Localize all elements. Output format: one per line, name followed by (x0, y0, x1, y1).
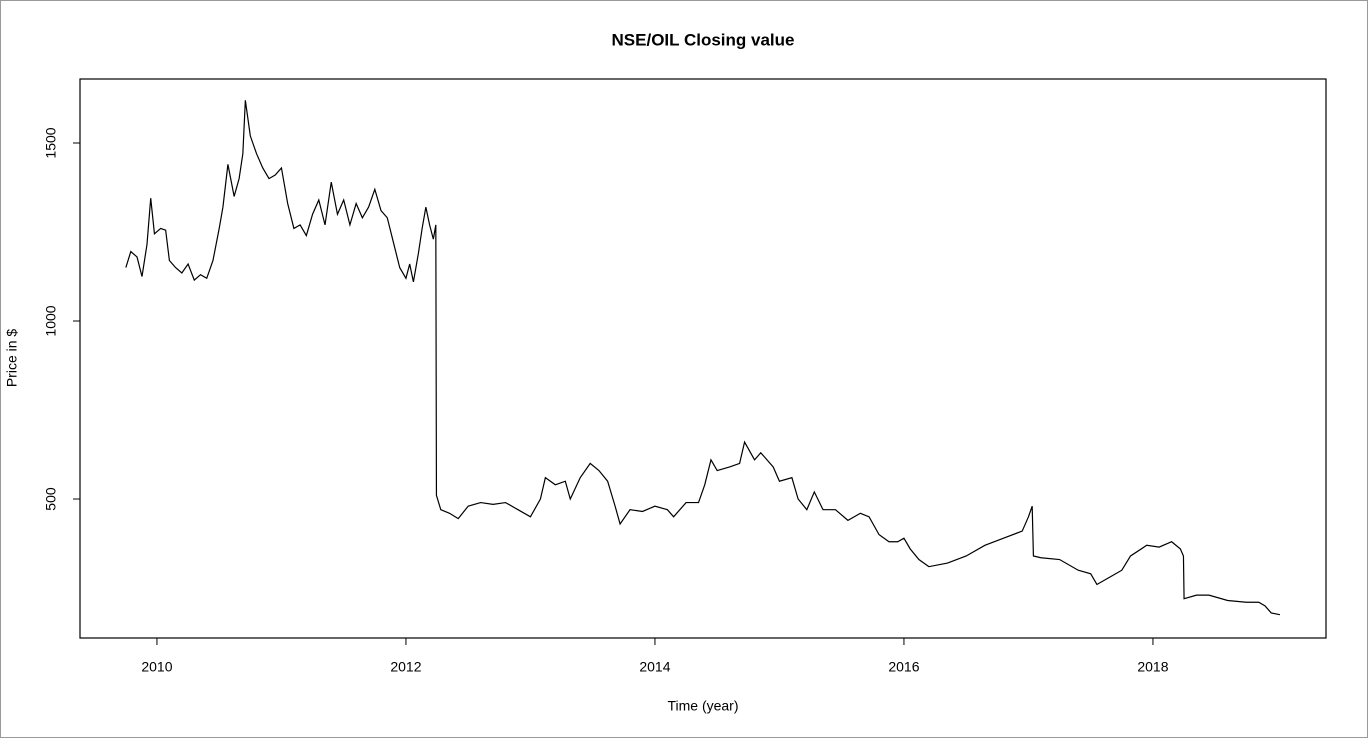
y-tick-label: 500 (43, 487, 59, 511)
x-axis-label: Time (year) (667, 698, 738, 714)
x-tick-label: 2016 (888, 659, 919, 675)
y-axis-label: Price in $ (4, 329, 20, 388)
chart-title: NSE/OIL Closing value (612, 30, 795, 49)
x-tick-label: 2012 (390, 659, 421, 675)
x-tick-label: 2018 (1137, 659, 1168, 675)
y-tick-label: 1000 (43, 305, 59, 336)
x-tick-label: 2014 (639, 659, 670, 675)
x-tick-label: 2010 (141, 659, 172, 675)
plot-box (79, 78, 1327, 639)
line (125, 100, 1281, 616)
y-tick-label: 1500 (43, 127, 59, 158)
